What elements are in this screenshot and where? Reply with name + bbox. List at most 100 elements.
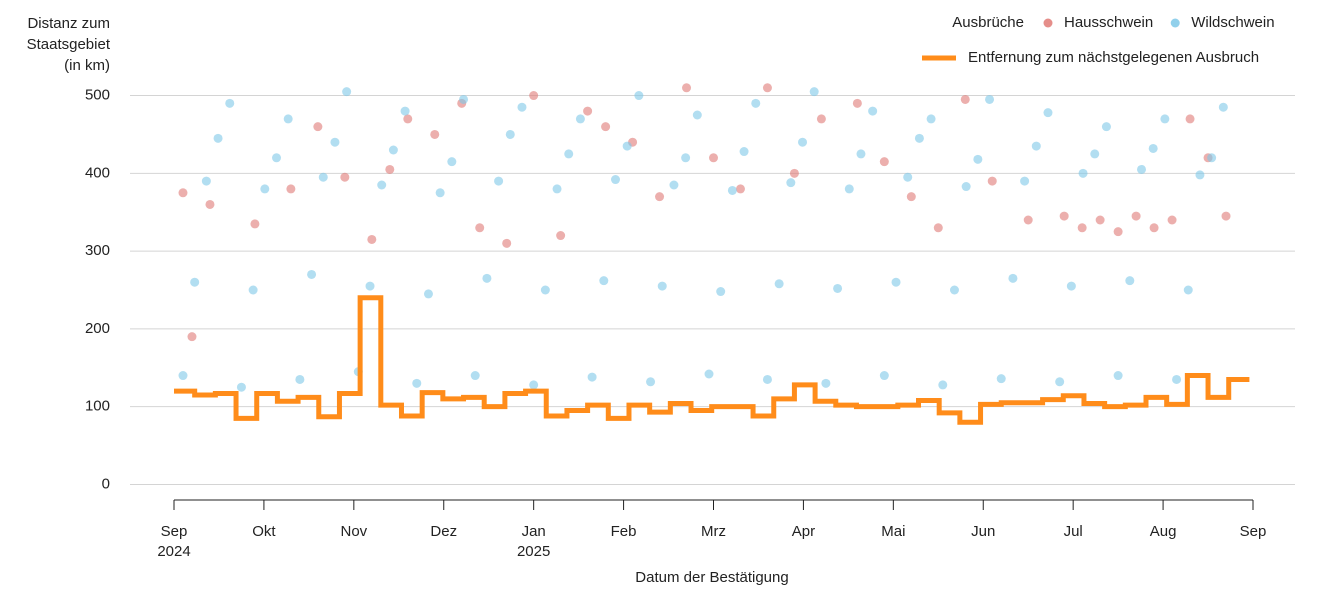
- y-tick-label: 0: [102, 475, 110, 492]
- legend-marker: [1170, 18, 1180, 28]
- point: [599, 276, 609, 286]
- point: [330, 137, 340, 147]
- point: [949, 285, 959, 295]
- point: [502, 238, 512, 248]
- x-tick-year: 2025: [517, 543, 550, 560]
- point: [272, 153, 282, 163]
- point: [286, 184, 296, 194]
- point: [1137, 164, 1147, 174]
- x-tick-label: Okt: [252, 523, 276, 540]
- point: [762, 83, 772, 93]
- point: [704, 369, 714, 379]
- point: [178, 188, 188, 198]
- point: [295, 374, 305, 384]
- point: [727, 185, 737, 195]
- point: [1066, 281, 1076, 291]
- x-tick-label: Jun: [971, 523, 995, 540]
- point: [1167, 215, 1177, 225]
- point: [961, 182, 971, 192]
- point: [833, 283, 843, 293]
- point: [412, 378, 422, 388]
- point: [248, 285, 258, 295]
- y-axis-title: Distanz zum: [27, 15, 110, 32]
- point: [655, 192, 665, 202]
- point: [735, 184, 745, 194]
- point: [809, 87, 819, 97]
- point: [205, 199, 215, 209]
- point: [798, 137, 808, 147]
- x-tick-label: Feb: [611, 523, 637, 540]
- point: [985, 94, 995, 104]
- point: [529, 91, 539, 101]
- point: [403, 114, 413, 124]
- point: [681, 153, 691, 163]
- point: [692, 110, 702, 120]
- point: [1095, 215, 1105, 225]
- point: [283, 114, 293, 124]
- point: [987, 176, 997, 186]
- x-tick-label: Dez: [430, 523, 457, 540]
- point: [821, 378, 831, 388]
- point: [879, 371, 889, 381]
- y-axis-title: Staatsgebiet: [27, 36, 111, 53]
- point: [634, 91, 644, 101]
- point: [236, 382, 246, 392]
- point: [1059, 211, 1069, 221]
- point: [891, 277, 901, 287]
- point: [475, 223, 485, 233]
- point: [540, 285, 550, 295]
- point: [1113, 227, 1123, 237]
- point: [926, 114, 936, 124]
- point: [1195, 170, 1205, 180]
- point: [367, 234, 377, 244]
- y-tick-label: 500: [85, 87, 110, 104]
- point: [1101, 122, 1111, 132]
- point: [1207, 153, 1217, 163]
- point: [459, 94, 469, 104]
- point: [435, 188, 445, 198]
- point: [709, 153, 718, 163]
- x-tick-label: Sep: [161, 523, 188, 540]
- point: [1031, 141, 1041, 151]
- legend-label: Entfernung zum nächstgelegenen Ausbruch: [968, 49, 1259, 66]
- point: [318, 172, 328, 182]
- point: [564, 149, 574, 159]
- point: [1183, 285, 1193, 295]
- point: [377, 180, 387, 190]
- legend-title: Ausbrüche: [952, 14, 1024, 31]
- point: [762, 374, 772, 384]
- point: [342, 87, 352, 97]
- point: [575, 114, 585, 124]
- point: [1185, 114, 1195, 124]
- point: [774, 279, 784, 289]
- y-tick-label: 200: [85, 320, 110, 337]
- x-tick-label: Sep: [1240, 523, 1267, 540]
- x-axis-title: Datum der Bestätigung: [635, 569, 788, 586]
- x-tick-label: Apr: [792, 523, 815, 540]
- point: [789, 168, 799, 178]
- point: [225, 98, 235, 108]
- point: [1055, 377, 1065, 387]
- legend-marker: [1043, 18, 1053, 28]
- point: [260, 184, 270, 194]
- point: [610, 175, 620, 185]
- point: [178, 371, 188, 381]
- point: [1113, 371, 1123, 381]
- point: [1125, 276, 1135, 286]
- point: [313, 122, 323, 132]
- point: [529, 380, 539, 390]
- x-tick-label: Aug: [1150, 523, 1177, 540]
- point: [682, 83, 692, 93]
- point: [556, 231, 566, 241]
- legend-label: Wildschwein: [1191, 14, 1274, 31]
- point: [622, 141, 632, 151]
- point: [1218, 102, 1228, 112]
- point: [1023, 215, 1033, 225]
- point: [423, 289, 433, 299]
- point: [739, 147, 749, 157]
- point: [187, 332, 197, 342]
- point: [552, 184, 562, 194]
- point: [583, 106, 593, 116]
- x-tick-label: Jan: [522, 523, 546, 540]
